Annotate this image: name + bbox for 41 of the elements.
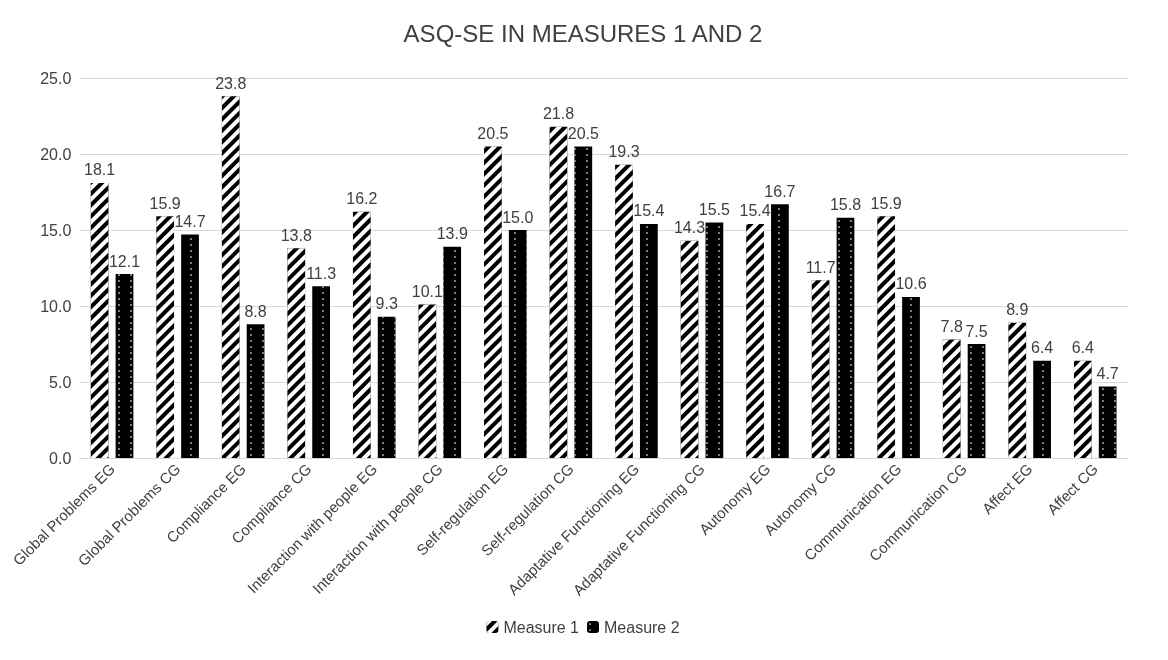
y-tick-label: 10.0 <box>40 297 72 315</box>
data-label: 15.0 <box>502 208 534 226</box>
data-label: 14.3 <box>673 219 706 237</box>
legend-label: Measure 1 <box>503 618 580 636</box>
chart-title: ASQ-SE IN MEASURES 1 AND 2 <box>403 19 763 47</box>
y-tick-label: 15.0 <box>40 221 72 239</box>
data-label: 7.5 <box>965 322 988 340</box>
data-label: 13.9 <box>436 225 468 243</box>
data-label: 15.9 <box>149 194 181 212</box>
data-label: 11.3 <box>306 264 337 282</box>
data-label: 15.9 <box>870 194 902 212</box>
data-label: 6.4 <box>1030 339 1054 357</box>
y-tick-label: 25.0 <box>40 69 72 87</box>
data-label: 4.7 <box>1096 365 1119 383</box>
data-label: 18.1 <box>84 161 116 179</box>
data-label: 6.4 <box>1071 339 1095 357</box>
data-label: 19.3 <box>608 143 640 161</box>
data-label: 15.8 <box>829 196 862 214</box>
data-label: 20.5 <box>567 124 599 142</box>
data-label: 8.9 <box>1006 301 1029 319</box>
data-label: 10.1 <box>411 282 444 300</box>
y-tick-label: 0.0 <box>49 449 72 467</box>
data-label: 14.7 <box>174 213 206 231</box>
data-label: 21.8 <box>542 105 575 123</box>
data-label: 9.3 <box>375 295 398 313</box>
data-label: 13.8 <box>280 226 312 244</box>
data-label: 23.8 <box>215 74 247 92</box>
data-label: 8.8 <box>244 302 267 320</box>
y-tick-label: 5.0 <box>49 373 72 391</box>
data-label: 15.5 <box>698 200 731 218</box>
data-label: 15.4 <box>739 202 771 220</box>
data-label: 16.2 <box>346 190 378 208</box>
data-label: 7.8 <box>940 317 963 335</box>
data-label: 16.7 <box>764 182 796 200</box>
data-label: 20.5 <box>477 124 509 142</box>
data-label: 15.4 <box>633 202 665 220</box>
legend-label: Measure 2 <box>604 618 680 636</box>
data-label: 12.1 <box>108 252 141 270</box>
data-label: 10.6 <box>895 275 927 293</box>
data-label: 11.7 <box>805 258 836 276</box>
y-tick-label: 20.0 <box>40 145 72 163</box>
